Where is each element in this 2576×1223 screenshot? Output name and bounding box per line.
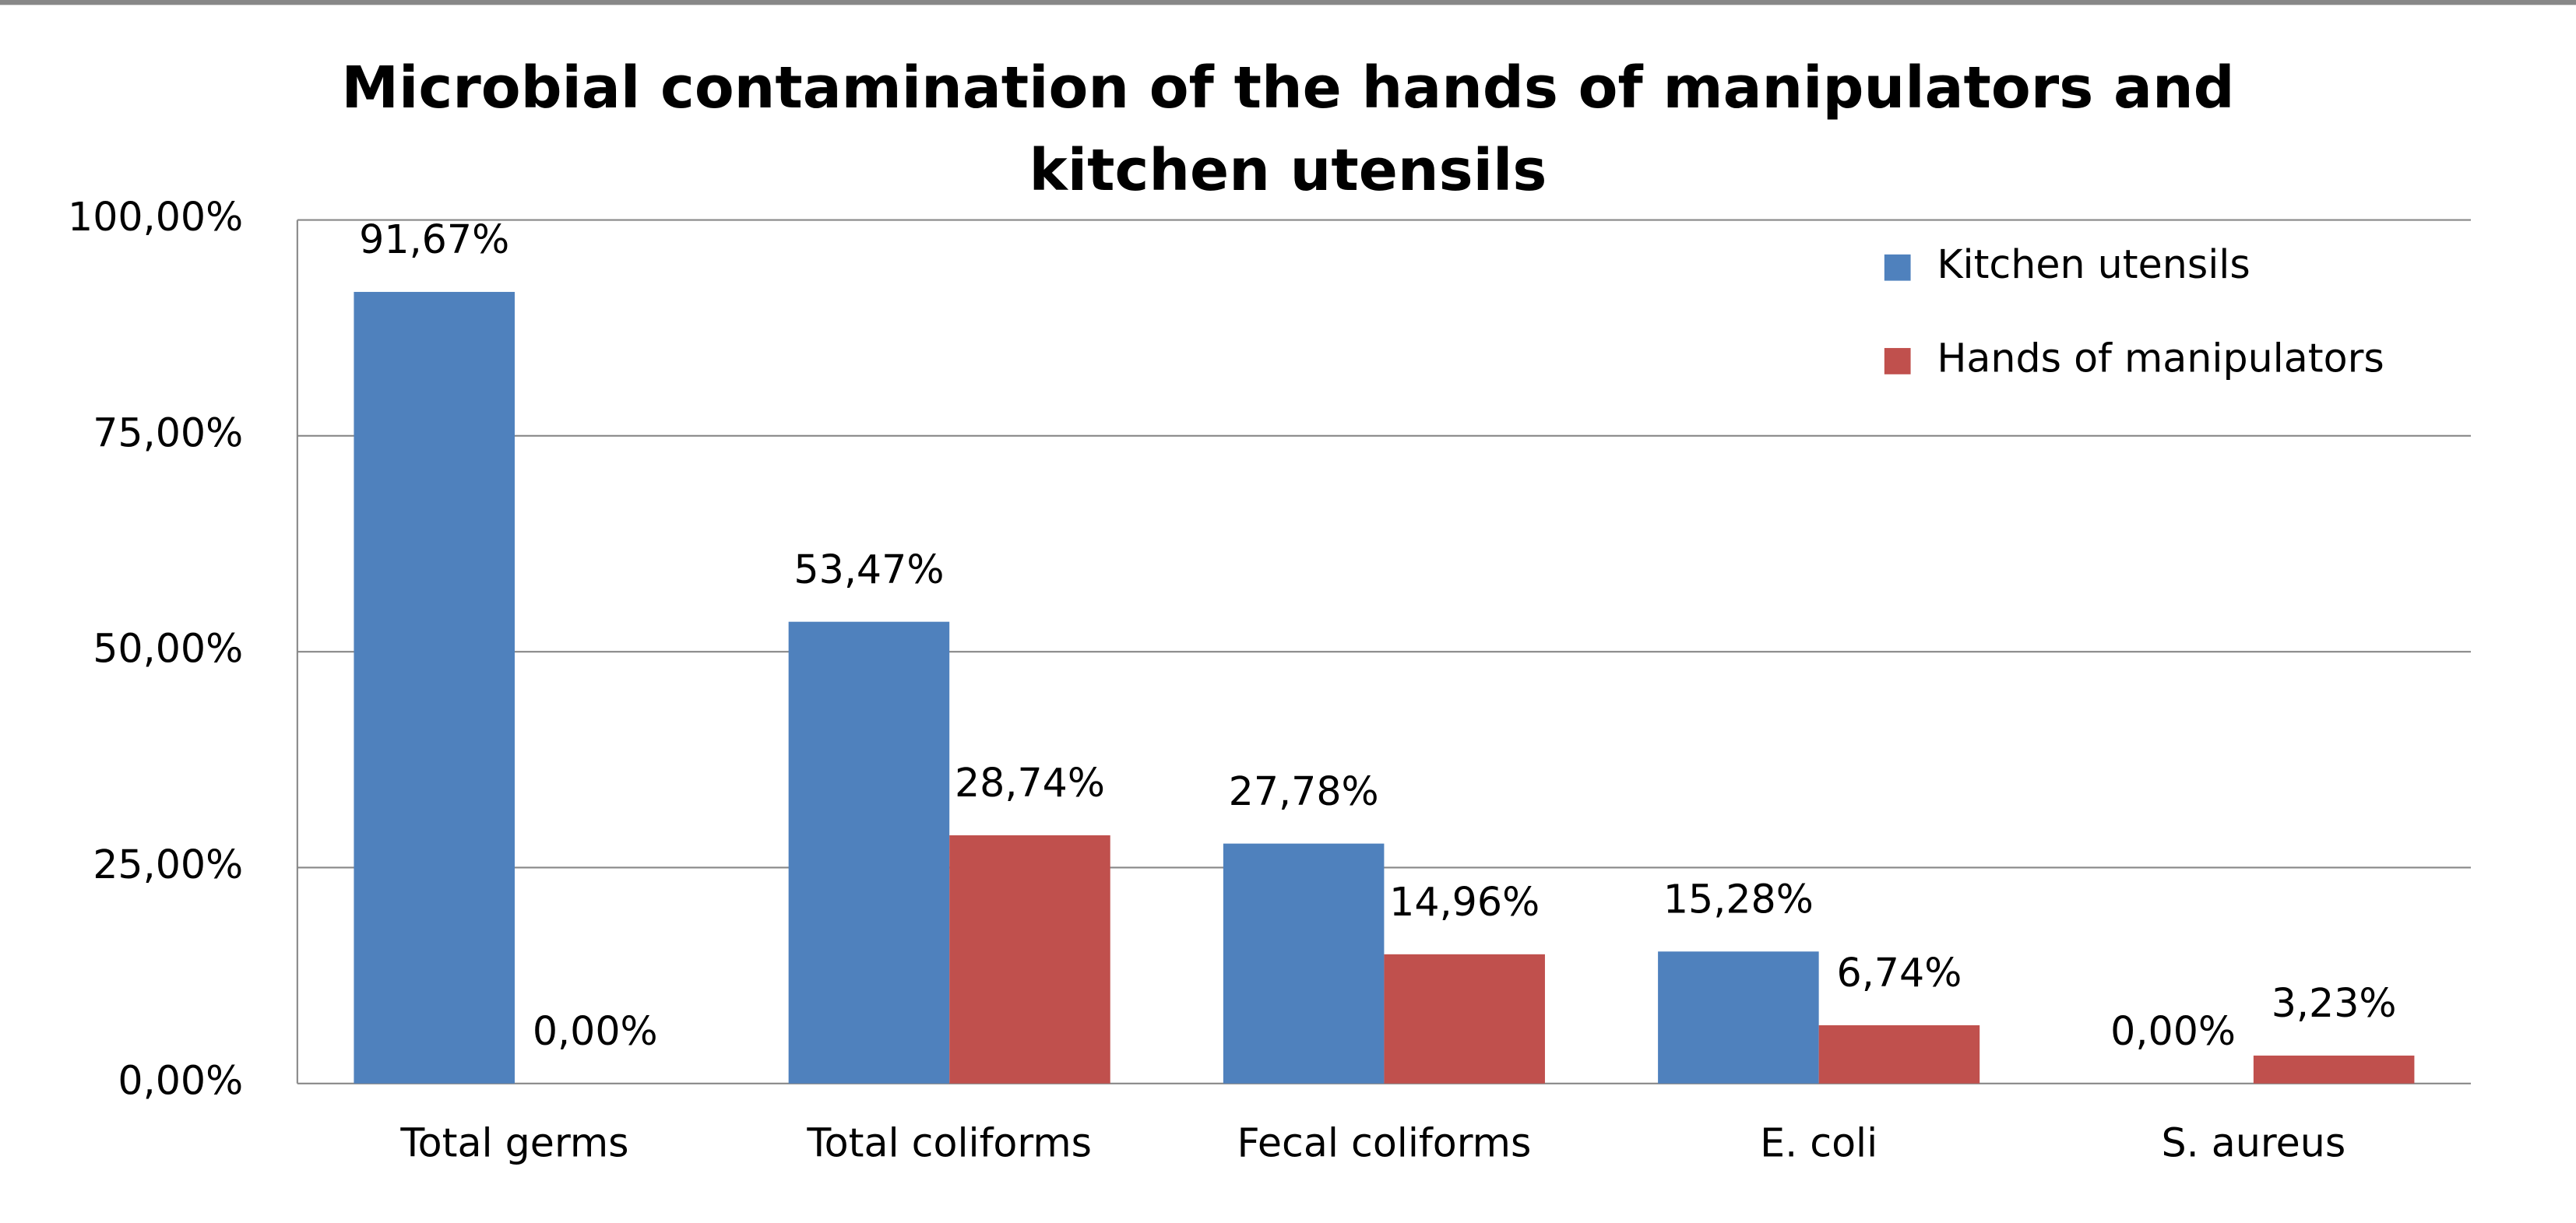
value-label: 15,28%: [1663, 877, 1814, 923]
legend-swatch: [1884, 348, 1911, 374]
bar: [1818, 1024, 1980, 1084]
y-tick-label: 50,00%: [93, 626, 243, 672]
bar: [2253, 1055, 2415, 1084]
value-label: 28,74%: [955, 760, 1105, 806]
top-border: [0, 0, 2576, 5]
value-label: 3,23%: [2272, 980, 2397, 1026]
bar: [1384, 954, 1545, 1084]
y-tick-label: 25,00%: [93, 842, 243, 887]
value-label: 0,00%: [2110, 1008, 2236, 1054]
bar: [949, 835, 1110, 1084]
value-label: 6,74%: [1837, 950, 1962, 996]
value-label: 53,47%: [794, 546, 944, 592]
value-label: 91,67%: [359, 216, 509, 262]
value-label: 0,00%: [533, 1008, 658, 1054]
bar: [354, 291, 515, 1084]
value-label: 14,96%: [1389, 879, 1540, 925]
chart-title: Microbial contamination of the hands of …: [341, 54, 2235, 204]
legend-label: Hands of manipulators: [1937, 335, 2384, 381]
legend-label: Kitchen utensils: [1937, 241, 2250, 287]
x-tick-label: Total germs: [399, 1119, 628, 1165]
y-tick-label: 75,00%: [93, 409, 243, 455]
x-tick-label: S. aureus: [2162, 1119, 2346, 1165]
x-tick-label: E. coli: [1760, 1119, 1877, 1165]
y-tick-label: 0,00%: [118, 1057, 243, 1103]
value-label: 27,78%: [1229, 768, 1379, 814]
x-tick-label: Fecal coliforms: [1237, 1119, 1531, 1165]
bar: [788, 621, 950, 1084]
x-tick-label: Total coliforms: [806, 1119, 1092, 1165]
legend-swatch: [1884, 254, 1911, 281]
y-tick-label: 100,00%: [68, 194, 243, 240]
bar: [1223, 843, 1385, 1084]
bar: [1658, 951, 1819, 1084]
